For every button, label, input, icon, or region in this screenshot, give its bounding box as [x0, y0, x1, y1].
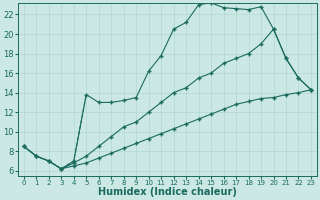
X-axis label: Humidex (Indice chaleur): Humidex (Indice chaleur) [98, 187, 237, 197]
